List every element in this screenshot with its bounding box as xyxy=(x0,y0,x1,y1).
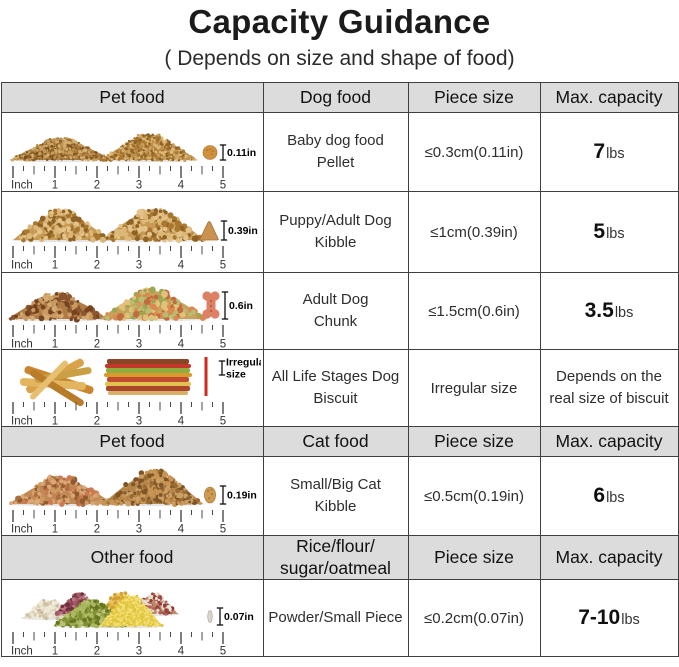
svg-text:1: 1 xyxy=(52,260,58,271)
svg-text:5: 5 xyxy=(220,416,226,427)
svg-text:4: 4 xyxy=(178,260,185,271)
header-other-food: Other food xyxy=(0,535,264,580)
cat-kibble-image: 0.19in Inch 1 2 3 4 5 xyxy=(7,468,257,535)
capacity-cell: 6lbs xyxy=(539,456,679,536)
food-name-cell: Small/Big Cat Kibble xyxy=(262,456,409,536)
svg-text:5: 5 xyxy=(220,646,226,657)
section-header-cat-food: Pet food Cat food Piece size Max. capaci… xyxy=(0,426,679,457)
table-row-baby-dog-pellet: 0.11in Inch 1 2 3 4 5 Baby dog food Pellet ≤0.3… xyxy=(0,112,679,192)
svg-text:5: 5 xyxy=(220,524,226,535)
svg-text:3: 3 xyxy=(136,646,142,657)
header-piece-size: Piece size xyxy=(407,535,541,580)
svg-text:3: 3 xyxy=(136,260,142,271)
svg-text:0.19in: 0.19in xyxy=(227,490,257,502)
capacity-cell: 7-10lbs xyxy=(539,579,679,657)
table-row-puppy-adult-kibble: 0.39in Inch 1 2 3 4 5 Puppy/Adult Dog Kibble ≤1… xyxy=(0,191,679,273)
svg-text:5: 5 xyxy=(220,180,226,191)
svg-text:5: 5 xyxy=(220,339,226,350)
svg-text:2: 2 xyxy=(94,524,100,535)
svg-text:0.39in: 0.39in xyxy=(228,225,258,237)
powder-grains-image: 0.07in Inch 1 2 3 4 5 xyxy=(11,591,254,657)
svg-text:4: 4 xyxy=(178,524,185,535)
svg-text:0.6in: 0.6in xyxy=(229,300,253,312)
svg-text:4: 4 xyxy=(178,416,185,427)
capacity-cell: 7lbs xyxy=(539,112,679,192)
section-header-other-food: Other food Rice/flour/sugar/oatmeal Piec… xyxy=(0,535,679,580)
food-image-cell: 0.39in Inch 1 2 3 4 5 xyxy=(0,191,264,273)
svg-text:4: 4 xyxy=(178,180,185,191)
svg-text:Inch: Inch xyxy=(11,180,33,191)
header-max-capacity: Max. capacity xyxy=(539,426,679,457)
svg-text:4: 4 xyxy=(178,646,185,657)
header-max-capacity: Max. capacity xyxy=(539,82,679,113)
table-row-adult-dog-chunk: 0.6in Inch 1 2 3 4 5 Adult Dog Chunk ≤1.5cm(0.6… xyxy=(0,272,679,350)
svg-text:1: 1 xyxy=(52,524,58,535)
header-cat-food: Cat food xyxy=(262,426,409,457)
food-name-cell: Baby dog food Pellet xyxy=(262,112,409,192)
svg-text:Inch: Inch xyxy=(11,260,33,271)
header-piece-size: Piece size xyxy=(407,426,541,457)
svg-text:3: 3 xyxy=(136,416,142,427)
header-pet-food: Pet food xyxy=(0,82,264,113)
capacity-cell: 5lbs xyxy=(539,191,679,273)
food-image-cell: 0.6in Inch 1 2 3 4 5 xyxy=(0,272,264,350)
piece-size-cell: ≤1cm(0.39in) xyxy=(407,191,541,273)
section-header-dog-food: Pet food Dog food Piece size Max. capaci… xyxy=(0,82,679,113)
svg-text:size: size xyxy=(226,369,246,381)
svg-text:4: 4 xyxy=(178,339,185,350)
svg-text:1: 1 xyxy=(52,339,58,350)
header-dog-food: Dog food xyxy=(262,82,409,113)
food-image-cell: 0.07in Inch 1 2 3 4 5 xyxy=(0,579,264,657)
header-rice-flour-sugar-oatmeal: Rice/flour/sugar/oatmeal xyxy=(262,535,409,580)
capacity-guidance-table: Pet food Dog food Piece size Max. capaci… xyxy=(0,82,679,657)
svg-text:5: 5 xyxy=(220,260,226,271)
food-image-cell: 0.11in Inch 1 2 3 4 5 xyxy=(0,112,264,192)
svg-text:Irregular: Irregular xyxy=(226,357,261,369)
svg-text:2: 2 xyxy=(94,416,100,427)
svg-text:3: 3 xyxy=(136,339,142,350)
svg-text:2: 2 xyxy=(94,339,100,350)
page-title: Capacity Guidance xyxy=(188,3,491,40)
svg-text:2: 2 xyxy=(94,646,100,657)
table-row-powder-grains: 0.07in Inch 1 2 3 4 5 Powder/Small Piece ≤0.2c… xyxy=(0,579,679,657)
piece-size-cell: ≤0.2cm(0.07in) xyxy=(407,579,541,657)
baby-dog-pellet-image: 0.11in Inch 1 2 3 4 5 xyxy=(8,133,256,191)
piece-size-cell: Irregular size xyxy=(407,349,541,427)
capacity-cell: Depends on the real size of biscuit xyxy=(539,349,679,427)
svg-text:Inch: Inch xyxy=(11,339,33,350)
svg-text:0.11in: 0.11in xyxy=(227,147,256,159)
piece-size-cell: ≤0.5cm(0.19in) xyxy=(407,456,541,536)
header-pet-food: Pet food xyxy=(0,426,264,457)
svg-text:2: 2 xyxy=(94,260,100,271)
svg-text:Inch: Inch xyxy=(11,524,33,535)
piece-size-cell: ≤0.3cm(0.11in) xyxy=(407,112,541,192)
piece-size-cell: ≤1.5cm(0.6in) xyxy=(407,272,541,350)
svg-text:1: 1 xyxy=(52,646,58,657)
svg-text:3: 3 xyxy=(136,180,142,191)
food-name-cell: All Life Stages Dog Biscuit xyxy=(262,349,409,427)
puppy-adult-kibble-image: 0.39in Inch 1 2 3 4 5 xyxy=(11,207,258,271)
table-row-cat-kibble: 0.19in Inch 1 2 3 4 5 Small/Big Cat Kibble ≤0.5… xyxy=(0,456,679,536)
svg-text:3: 3 xyxy=(136,524,142,535)
food-name-cell: Puppy/Adult Dog Kibble xyxy=(262,191,409,273)
svg-text:1: 1 xyxy=(52,180,58,191)
svg-text:1: 1 xyxy=(52,416,58,427)
header-max-capacity: Max. capacity xyxy=(539,535,679,580)
food-name-cell: Powder/Small Piece xyxy=(262,579,409,657)
adult-dog-chunk-image: 0.6in Inch 1 2 3 4 5 xyxy=(6,286,253,350)
food-name-cell: Adult Dog Chunk xyxy=(262,272,409,350)
capacity-cell: 3.5lbs xyxy=(539,272,679,350)
svg-text:Inch: Inch xyxy=(11,416,33,427)
svg-text:2: 2 xyxy=(94,180,100,191)
food-image-cell: 0.19in Inch 1 2 3 4 5 xyxy=(0,456,264,536)
header-piece-size: Piece size xyxy=(407,82,541,113)
page-subtitle: ( Depends on size and shape of food) xyxy=(164,47,515,70)
svg-text:0.07in: 0.07in xyxy=(224,611,254,623)
svg-text:Inch: Inch xyxy=(11,646,33,657)
